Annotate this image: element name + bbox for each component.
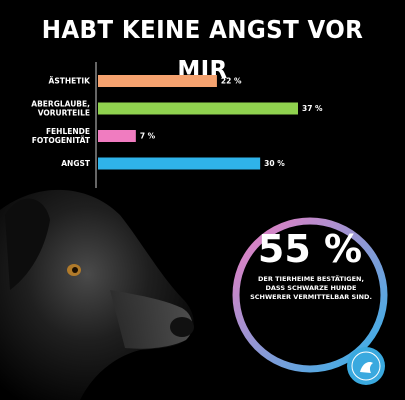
category-label: ABERGLAUBE, (31, 100, 90, 109)
bar (98, 75, 217, 87)
category-label: FEHLENDE (46, 127, 90, 136)
dog-nose-shape (170, 317, 194, 337)
value-label: 37 % (302, 104, 323, 113)
bar (98, 102, 298, 115)
animal-welfare-logo (347, 347, 385, 385)
page-title: HABT KEINE ANGST VOR MIR (41, 15, 364, 84)
stat-description: DER TIERHEIME BESTÄTIGEN, DASS SCHWARZE … (250, 275, 372, 301)
stat-ring (232, 217, 388, 373)
bar-chart: ÄSTHETIK 22 % ABERGLAUBE,VORURTEILE 37 % FEH… (31, 62, 323, 188)
category-label: FOTOGENITÄT (32, 136, 91, 145)
category-label: ANGST (61, 159, 91, 168)
dog-pupil-shape (72, 267, 78, 273)
black-dog-photo (0, 189, 194, 400)
dog-muzzle-shape (110, 290, 193, 349)
value-label: 30 % (264, 159, 285, 168)
value-label: 22 % (221, 77, 242, 86)
bar (98, 157, 261, 170)
stat-percentage: 55 % (257, 227, 363, 271)
category-label: ÄSTHETIK (49, 77, 92, 86)
category-label: VORURTEILE (38, 109, 90, 118)
bar (98, 130, 136, 142)
dog-ear-shape (5, 198, 50, 290)
value-label: 7 % (140, 132, 156, 141)
